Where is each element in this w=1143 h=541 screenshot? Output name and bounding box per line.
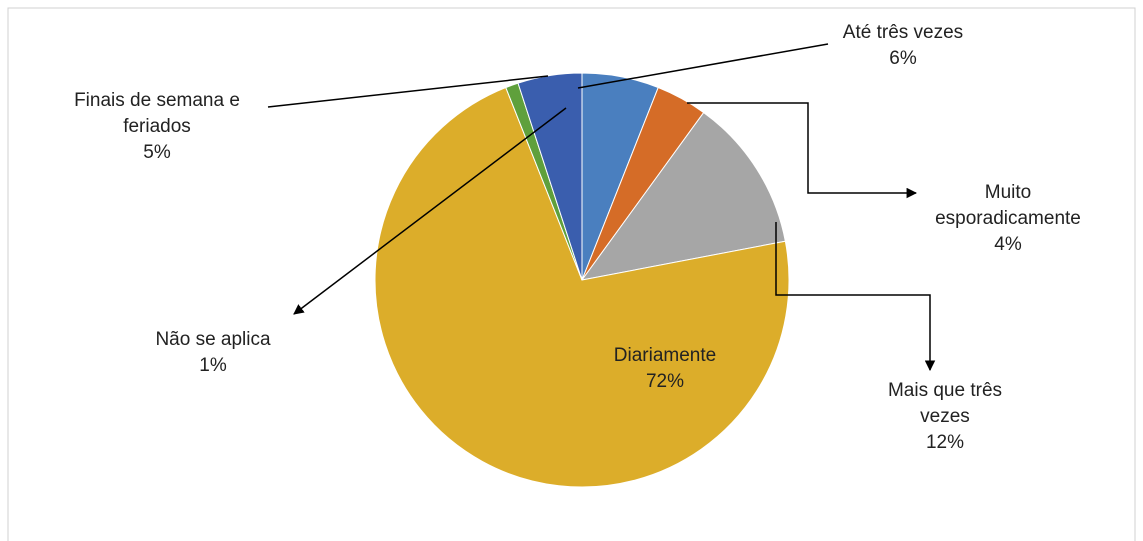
data-label: Não se aplica 1% <box>113 327 313 379</box>
leader-line <box>267 75 549 108</box>
leader-line <box>775 222 936 372</box>
data-label: Muito esporadicamente 4% <box>923 180 1093 258</box>
value-label: 12% <box>925 432 965 453</box>
pie <box>374 72 790 488</box>
value-label: 6% <box>889 48 917 69</box>
data-label: Finais de semana e feriados 5% <box>62 88 252 166</box>
leader-line <box>687 102 918 199</box>
value-label: 5% <box>143 142 171 163</box>
data-label: Mais que três vezes 12% <box>875 378 1015 456</box>
category-label: Até três vezes <box>842 22 964 43</box>
category-label: Muito esporadicamente <box>935 182 1081 229</box>
leader-line <box>577 43 829 89</box>
data-label: Diariamente 72% <box>585 343 745 395</box>
category-label: Diariamente <box>613 345 717 366</box>
pie-slice <box>580 111 786 281</box>
leader-lines <box>267 43 936 372</box>
category-label: Não se aplica <box>155 329 271 350</box>
pie-slice <box>374 86 790 488</box>
pie-slice <box>517 72 583 281</box>
value-label: 72% <box>645 371 685 392</box>
leader-line <box>293 107 567 315</box>
data-label: Até três vezes 6% <box>793 20 1013 72</box>
frame <box>7 7 1136 541</box>
value-label: 1% <box>199 355 227 376</box>
category-label: Mais que três vezes <box>887 380 1003 427</box>
value-label: 4% <box>994 234 1022 255</box>
category-label: Finais de semana e feriados <box>74 90 240 137</box>
